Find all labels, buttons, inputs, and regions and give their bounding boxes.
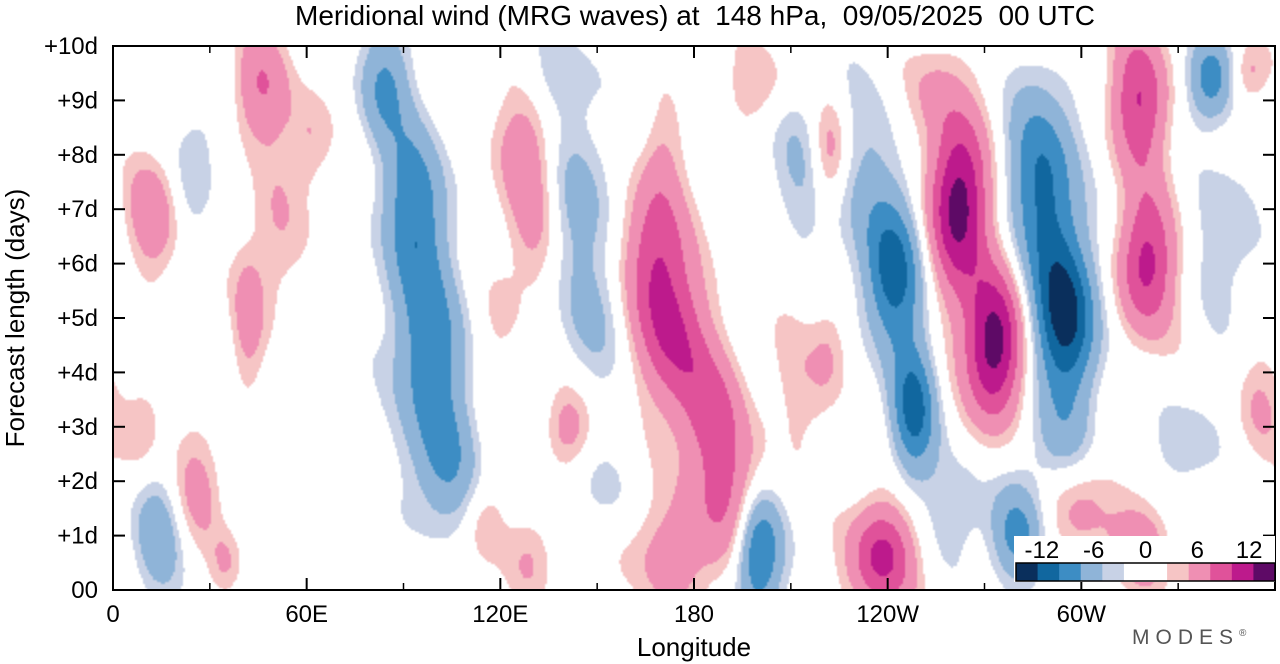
x-tick-label: 60E <box>285 601 328 628</box>
y-tick-label: +3d <box>57 414 98 441</box>
y-tick-label: +8d <box>57 142 98 169</box>
wind-field-shading <box>113 46 1275 590</box>
x-tick-label: 120E <box>472 601 528 628</box>
y-tick-label: +10d <box>44 33 98 60</box>
colorbar-label: -12 <box>1025 537 1060 564</box>
x-axis: 0 60E 120E 180 120W 60W <box>106 46 1179 628</box>
colorbar-swatch <box>1253 563 1276 581</box>
y-axis: 00 +1d +2d +3d +4d +5d +6d +7d +8d +9d +10d <box>44 33 1275 604</box>
colorbar-swatch <box>1059 563 1082 581</box>
x-axis-title: Longitude <box>637 632 751 662</box>
y-tick-label: +5d <box>57 305 98 332</box>
colorbar-label: 12 <box>1236 537 1263 564</box>
colorbar-label: 6 <box>1191 537 1204 564</box>
colorbar-swatch <box>1210 563 1233 581</box>
x-tick-label: 180 <box>674 601 714 628</box>
chart-title: Meridional wind (MRG waves) at 148 hPa, … <box>295 0 1095 31</box>
y-axis-title: Forecast length (days) <box>0 189 30 448</box>
colorbar-swatch <box>1123 563 1146 581</box>
x-tick-label: 60W <box>1057 601 1107 628</box>
colorbar-label: -6 <box>1083 537 1104 564</box>
y-tick-label: +9d <box>57 87 98 114</box>
y-tick-label: +1d <box>57 523 98 550</box>
colorbar-swatch <box>1167 563 1190 581</box>
y-tick-label: +2d <box>57 468 98 495</box>
colorbar-swatch <box>1080 563 1103 581</box>
colorbar-frame <box>1015 562 1276 582</box>
colorbar-swatch <box>1231 563 1254 581</box>
x-tick-label: 0 <box>106 601 119 628</box>
y-tick-label: +7d <box>57 196 98 223</box>
colorbar-swatch <box>1188 563 1211 581</box>
colorbar-swatch <box>1037 563 1060 581</box>
registered-mark: ® <box>1239 628 1247 639</box>
colorbar-swatch <box>1145 563 1168 581</box>
x-tick-label: 120W <box>856 601 919 628</box>
colorbar-label: 0 <box>1139 537 1152 564</box>
y-tick-label: 00 <box>71 577 98 604</box>
colorbar-swatch <box>1102 563 1125 581</box>
y-tick-label: +4d <box>57 359 98 386</box>
y-tick-label: +6d <box>57 251 98 278</box>
colorbar: -12 -6 0 6 12 <box>1014 536 1276 582</box>
brand-name: MODES <box>1132 626 1240 649</box>
brand-logo: MODES® <box>1132 626 1246 650</box>
colorbar-swatch <box>1016 563 1039 581</box>
